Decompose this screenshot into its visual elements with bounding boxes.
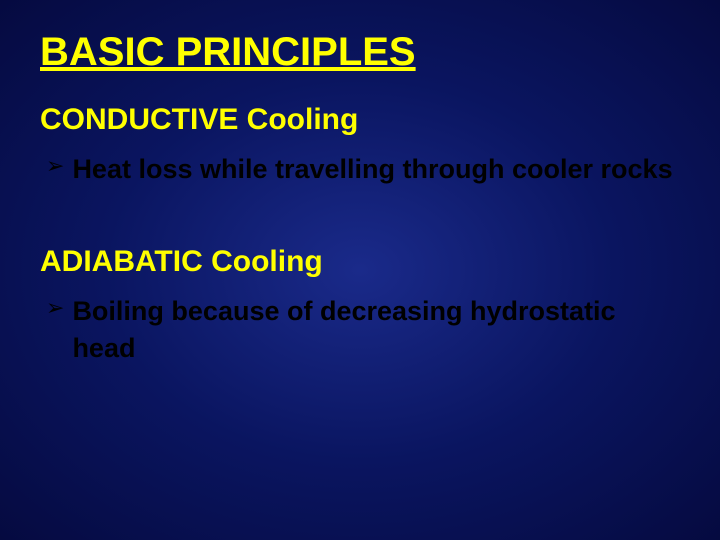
section-spacer	[40, 227, 680, 245]
bullet-item: ➢ Heat loss while travelling through coo…	[40, 151, 680, 187]
bullet-text: Heat loss while travelling through coole…	[72, 151, 672, 187]
section-heading-conductive: CONDUCTIVE Cooling	[40, 103, 680, 137]
bullet-marker-icon: ➢	[46, 293, 64, 324]
bullet-text: Boiling because of decreasing hydrostati…	[72, 293, 680, 366]
bullet-marker-icon: ➢	[46, 151, 64, 182]
bullet-item: ➢ Boiling because of decreasing hydrosta…	[40, 293, 680, 366]
slide-container: BASIC PRINCIPLES CONDUCTIVE Cooling ➢ He…	[0, 0, 720, 540]
slide-title: BASIC PRINCIPLES	[40, 30, 680, 75]
section-heading-adiabatic: ADIABATIC Cooling	[40, 245, 680, 279]
